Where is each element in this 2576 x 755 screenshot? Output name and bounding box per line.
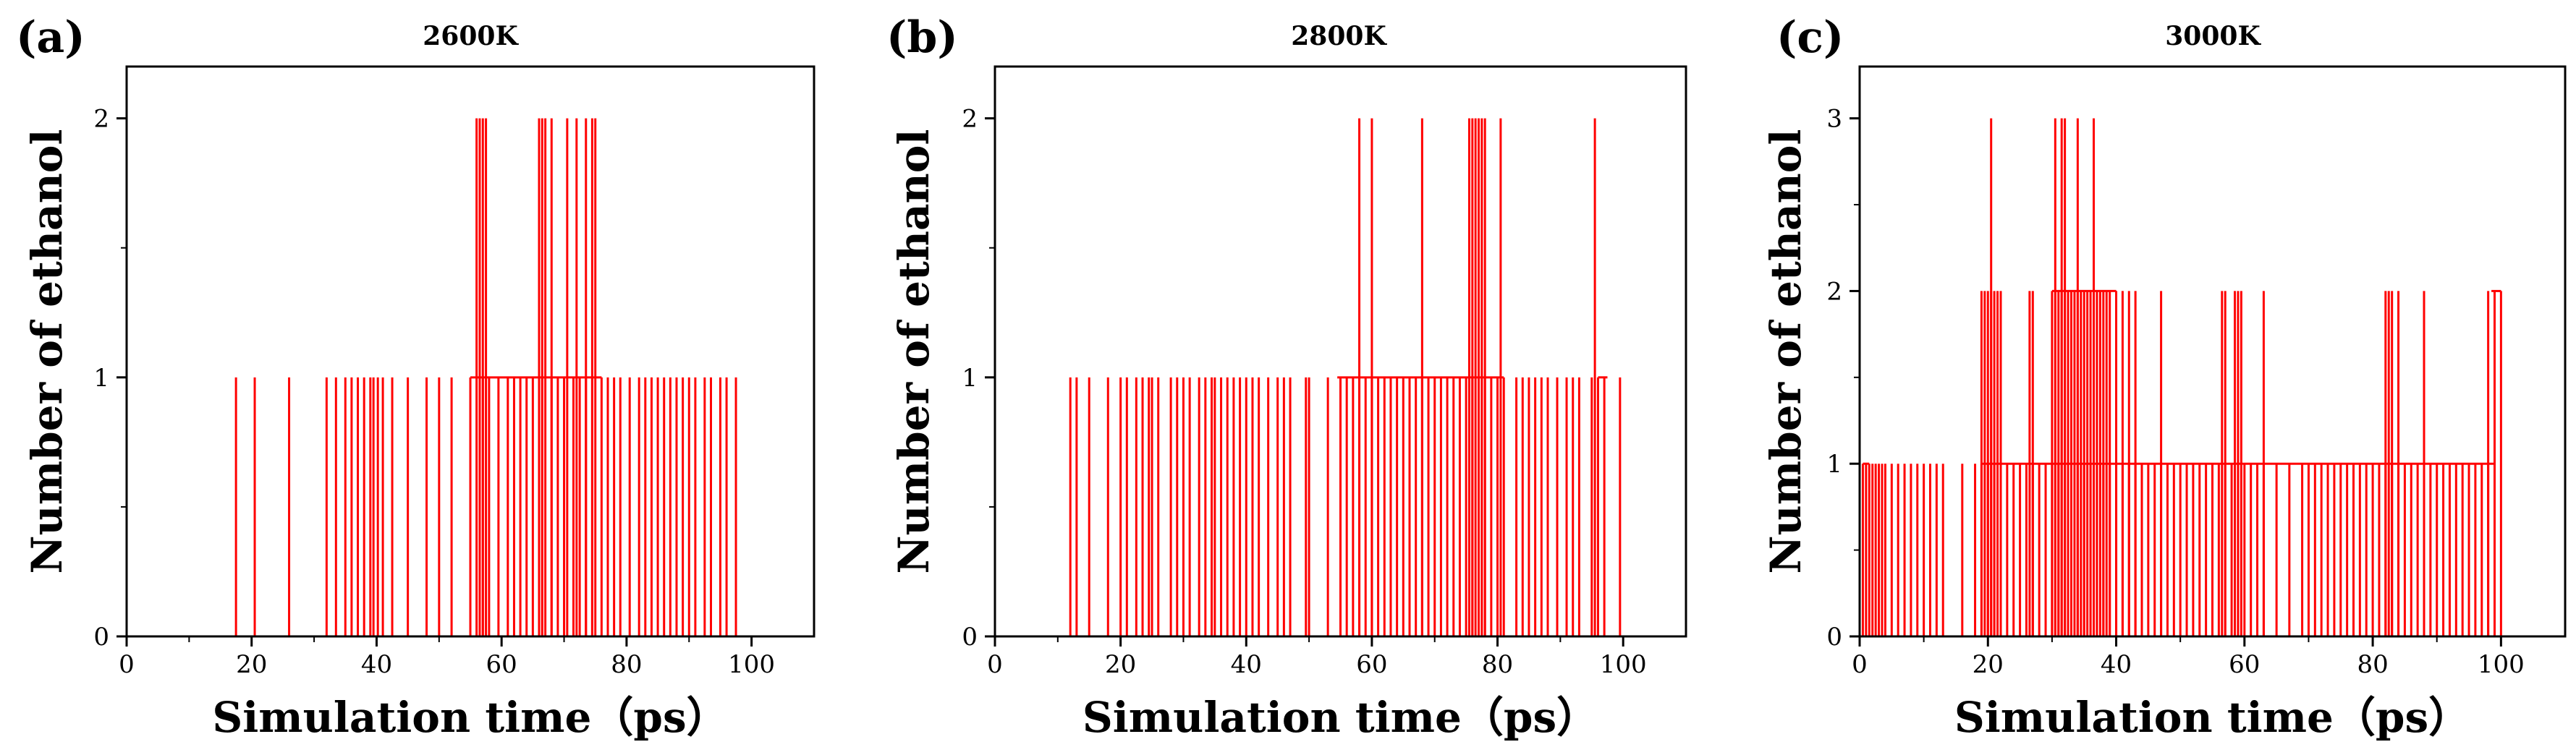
y-tick-label: 1 [962,364,978,393]
panel-label: (a) [16,12,85,63]
plot-title: 2600K [423,21,519,51]
plot-title: 3000K [2165,21,2261,51]
y-tick-label: 1 [1826,450,1842,479]
plot-frame [993,65,1687,638]
x-tick-label: 80 [1482,650,1513,679]
x-axis-label: Simulation time（ps） [1082,693,1598,742]
x-tick-label: 80 [2357,650,2388,679]
panel-label: (c) [1776,12,1844,63]
y-tick-label: 2 [962,105,978,134]
x-tick-label: 60 [1356,650,1387,679]
data-series [234,118,737,636]
y-axis-label: Number of ethanol [22,129,72,574]
data-series [1069,118,1622,636]
x-tick-label: 40 [1231,650,1262,679]
data-series [1861,118,2502,636]
x-tick-label: 20 [1105,650,1136,679]
x-tick-label: 20 [236,650,267,679]
y-tick-label: 1 [93,364,109,393]
x-tick-label: 80 [611,650,642,679]
y-tick-label: 0 [93,623,109,652]
y-tick-label: 2 [1826,277,1842,306]
x-axis-label: Simulation time（ps） [1954,693,2470,742]
plot-frame [125,65,815,638]
y-tick-label: 2 [93,105,109,134]
chart-panel-2: 0 20 40 60 80 100 0 1 2 2800K (b) Simulation time（p… [886,12,1687,742]
x-tick-label: 0 [987,650,1003,679]
y-axis-label: Number of ethanol [889,129,939,574]
x-tick-label: 100 [728,650,775,679]
x-axis-label: Simulation time（ps） [212,693,728,742]
x-tick-label: 40 [361,650,392,679]
plot-frame [1858,65,2567,638]
plot-title: 2800K [1291,21,1387,51]
x-tick-label: 0 [1852,650,1868,679]
x-tick-label: 100 [1600,650,1647,679]
x-tick-label: 40 [2101,650,2132,679]
x-tick-label: 0 [119,650,135,679]
x-tick-label: 20 [1973,650,2004,679]
chart-panel-3: 0 20 40 60 80 100 0 1 2 3 3000K (c) Simulation time（… [1761,12,2567,742]
x-tick-label: 60 [2229,650,2260,679]
y-axis-label: Number of ethanol [1761,129,1810,574]
y-tick-label: 0 [1826,623,1842,652]
y-tick-label: 3 [1826,105,1842,134]
chart-panel-1: 0 20 40 60 80 100 0 1 2 2600K (a) Simulation time（p… [16,12,815,742]
x-tick-label: 100 [2478,650,2525,679]
x-tick-label: 60 [486,650,517,679]
y-tick-label: 0 [962,623,978,652]
panel-label: (b) [886,12,958,63]
